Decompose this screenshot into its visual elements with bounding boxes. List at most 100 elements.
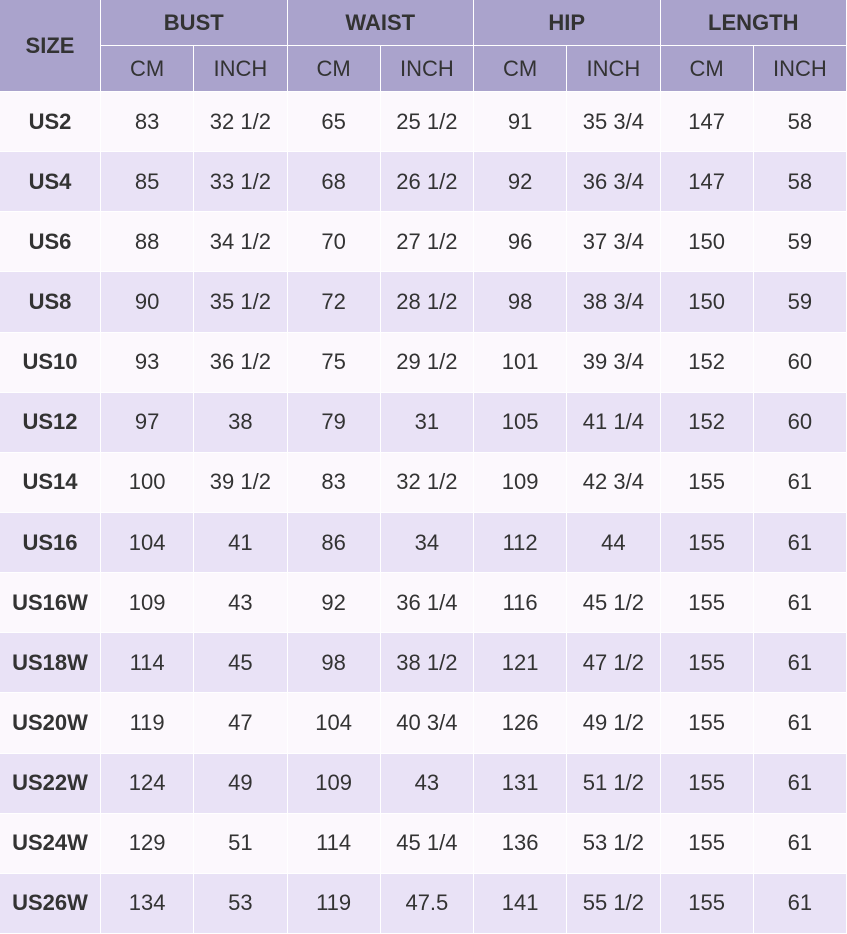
size-cell: US26W bbox=[0, 873, 101, 934]
measure-cell: 61 bbox=[753, 693, 847, 754]
measure-cell: 155 bbox=[660, 873, 754, 934]
size-cell: US4 bbox=[0, 152, 101, 213]
unit-header: INCH bbox=[567, 46, 661, 92]
measure-cell: 59 bbox=[753, 212, 847, 273]
measure-cell: 155 bbox=[660, 813, 754, 874]
measure-cell: 32 1/2 bbox=[194, 92, 288, 153]
measure-cell: 114 bbox=[101, 633, 195, 694]
measure-cell: 121 bbox=[474, 633, 568, 694]
measure-cell: 45 1/4 bbox=[380, 813, 474, 874]
measure-cell: 104 bbox=[101, 513, 195, 574]
size-cell: US16W bbox=[0, 573, 101, 634]
measure-cell: 27 1/2 bbox=[380, 212, 474, 273]
measure-cell: 61 bbox=[753, 873, 847, 934]
measure-cell: 68 bbox=[287, 152, 381, 213]
measure-cell: 155 bbox=[660, 753, 754, 814]
measure-cell: 79 bbox=[287, 392, 381, 453]
size-cell: US24W bbox=[0, 813, 101, 874]
measure-cell: 29 1/2 bbox=[380, 332, 474, 393]
measure-cell: 41 1/4 bbox=[567, 392, 661, 453]
measure-cell: 147 bbox=[660, 92, 754, 153]
measure-cell: 155 bbox=[660, 573, 754, 634]
measure-cell: 70 bbox=[287, 212, 381, 273]
measure-cell: 61 bbox=[753, 573, 847, 634]
measure-cell: 36 1/2 bbox=[194, 332, 288, 393]
measure-cell: 58 bbox=[753, 92, 847, 153]
size-cell: US8 bbox=[0, 272, 101, 333]
measure-cell: 83 bbox=[287, 452, 381, 513]
measure-cell: 26 1/2 bbox=[380, 152, 474, 213]
measure-cell: 58 bbox=[753, 152, 847, 213]
measure-cell: 45 bbox=[194, 633, 288, 694]
measure-cell: 100 bbox=[101, 452, 195, 513]
measure-cell: 92 bbox=[287, 573, 381, 634]
measure-cell: 60 bbox=[753, 332, 847, 393]
measure-cell: 38 3/4 bbox=[567, 272, 661, 333]
measure-cell: 134 bbox=[101, 873, 195, 934]
measure-cell: 92 bbox=[474, 152, 568, 213]
size-header: SIZE bbox=[0, 0, 101, 92]
measure-cell: 42 3/4 bbox=[567, 452, 661, 513]
measure-cell: 35 3/4 bbox=[567, 92, 661, 153]
measure-cell: 34 bbox=[380, 513, 474, 574]
unit-header: INCH bbox=[380, 46, 474, 92]
measure-cell: 150 bbox=[660, 212, 754, 273]
measure-cell: 101 bbox=[474, 332, 568, 393]
unit-header: CM bbox=[101, 46, 195, 92]
measure-cell: 34 1/2 bbox=[194, 212, 288, 273]
measure-cell: 43 bbox=[194, 573, 288, 634]
measure-cell: 25 1/2 bbox=[380, 92, 474, 153]
size-cell: US20W bbox=[0, 693, 101, 754]
measure-cell: 47 1/2 bbox=[567, 633, 661, 694]
measure-cell: 45 1/2 bbox=[567, 573, 661, 634]
measure-cell: 49 1/2 bbox=[567, 693, 661, 754]
measure-cell: 40 3/4 bbox=[380, 693, 474, 754]
measure-cell: 61 bbox=[753, 753, 847, 814]
measure-cell: 152 bbox=[660, 392, 754, 453]
group-header: BUST bbox=[101, 0, 288, 46]
measure-cell: 141 bbox=[474, 873, 568, 934]
measure-cell: 32 1/2 bbox=[380, 452, 474, 513]
measure-cell: 72 bbox=[287, 272, 381, 333]
measure-cell: 97 bbox=[101, 392, 195, 453]
measure-cell: 96 bbox=[474, 212, 568, 273]
measure-cell: 155 bbox=[660, 693, 754, 754]
measure-cell: 35 1/2 bbox=[194, 272, 288, 333]
measure-cell: 88 bbox=[101, 212, 195, 273]
unit-header: CM bbox=[660, 46, 754, 92]
measure-cell: 38 1/2 bbox=[380, 633, 474, 694]
size-cell: US22W bbox=[0, 753, 101, 814]
measure-cell: 83 bbox=[101, 92, 195, 153]
measure-cell: 126 bbox=[474, 693, 568, 754]
measure-cell: 75 bbox=[287, 332, 381, 393]
measure-cell: 36 3/4 bbox=[567, 152, 661, 213]
measure-cell: 85 bbox=[101, 152, 195, 213]
unit-header: CM bbox=[474, 46, 568, 92]
measure-cell: 119 bbox=[287, 873, 381, 934]
measure-cell: 155 bbox=[660, 513, 754, 574]
size-cell: US12 bbox=[0, 392, 101, 453]
measure-cell: 109 bbox=[101, 573, 195, 634]
measure-cell: 31 bbox=[380, 392, 474, 453]
measure-cell: 116 bbox=[474, 573, 568, 634]
measure-cell: 98 bbox=[474, 272, 568, 333]
measure-cell: 98 bbox=[287, 633, 381, 694]
measure-cell: 53 bbox=[194, 873, 288, 934]
measure-cell: 90 bbox=[101, 272, 195, 333]
size-cell: US2 bbox=[0, 92, 101, 153]
measure-cell: 152 bbox=[660, 332, 754, 393]
measure-cell: 119 bbox=[101, 693, 195, 754]
size-cell: US18W bbox=[0, 633, 101, 694]
measure-cell: 104 bbox=[287, 693, 381, 754]
measure-cell: 47.5 bbox=[380, 873, 474, 934]
size-cell: US14 bbox=[0, 452, 101, 513]
measure-cell: 60 bbox=[753, 392, 847, 453]
measure-cell: 55 1/2 bbox=[567, 873, 661, 934]
measure-cell: 49 bbox=[194, 753, 288, 814]
measure-cell: 39 3/4 bbox=[567, 332, 661, 393]
measure-cell: 155 bbox=[660, 452, 754, 513]
size-cell: US10 bbox=[0, 332, 101, 393]
group-header: HIP bbox=[474, 0, 661, 46]
measure-cell: 131 bbox=[474, 753, 568, 814]
